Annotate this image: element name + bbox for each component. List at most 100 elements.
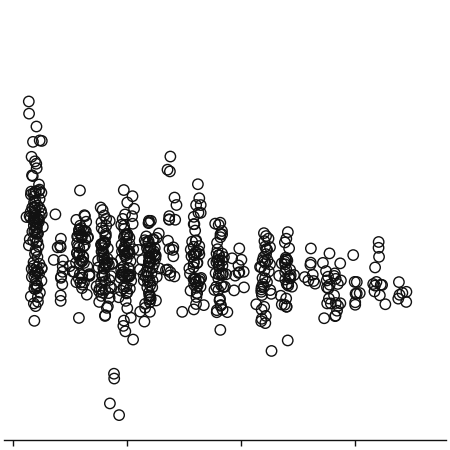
Point xyxy=(99,244,106,252)
Point xyxy=(98,248,105,255)
Point xyxy=(101,212,108,219)
Point xyxy=(34,230,41,237)
Point xyxy=(147,255,154,262)
Point xyxy=(261,267,268,274)
Point xyxy=(117,256,125,263)
Point xyxy=(403,298,410,306)
Point xyxy=(36,181,43,188)
Point xyxy=(166,216,173,223)
Point xyxy=(216,252,223,259)
Point xyxy=(265,235,272,242)
Point xyxy=(141,318,148,325)
Point xyxy=(120,234,127,241)
Point xyxy=(34,283,41,290)
Point xyxy=(148,251,155,258)
Point xyxy=(32,247,39,254)
Point xyxy=(258,286,265,293)
Point xyxy=(32,277,40,284)
Point xyxy=(310,278,317,285)
Point xyxy=(261,275,269,282)
Point xyxy=(192,227,199,234)
Point xyxy=(83,291,90,298)
Point xyxy=(32,204,39,212)
Point xyxy=(140,271,147,279)
Point xyxy=(287,272,294,279)
Point xyxy=(146,308,153,315)
Point xyxy=(145,219,153,226)
Point xyxy=(260,230,267,237)
Point xyxy=(26,212,33,220)
Point xyxy=(217,282,225,289)
Point xyxy=(31,273,38,280)
Point xyxy=(25,242,32,249)
Point xyxy=(190,264,197,271)
Point xyxy=(376,292,383,299)
Point xyxy=(102,233,109,240)
Point xyxy=(32,280,39,288)
Point xyxy=(99,271,106,279)
Point xyxy=(193,249,200,256)
Point xyxy=(33,239,40,246)
Point xyxy=(179,308,186,315)
Point xyxy=(59,263,66,270)
Point xyxy=(143,233,150,240)
Point xyxy=(34,267,41,274)
Point xyxy=(216,256,223,264)
Point xyxy=(145,239,152,246)
Point xyxy=(284,282,292,289)
Point xyxy=(102,230,109,238)
Point xyxy=(30,262,37,270)
Point xyxy=(121,245,128,252)
Point xyxy=(240,284,248,291)
Point xyxy=(337,260,344,267)
Point xyxy=(275,272,283,279)
Point xyxy=(80,227,87,234)
Point xyxy=(28,273,36,280)
Point xyxy=(167,153,174,160)
Point xyxy=(127,314,135,321)
Point xyxy=(267,287,274,294)
Point xyxy=(102,286,109,293)
Point xyxy=(130,246,137,253)
Point xyxy=(215,287,222,294)
Point xyxy=(257,318,265,325)
Point xyxy=(283,235,290,243)
Point xyxy=(36,187,43,194)
Point xyxy=(77,257,84,264)
Point xyxy=(30,237,37,244)
Point xyxy=(58,273,65,280)
Point xyxy=(197,283,204,290)
Point xyxy=(98,286,105,293)
Point xyxy=(333,307,341,314)
Point xyxy=(196,195,203,202)
Point xyxy=(76,260,83,267)
Point xyxy=(33,219,40,226)
Point xyxy=(126,265,133,272)
Point xyxy=(284,257,291,264)
Point xyxy=(33,248,40,255)
Point xyxy=(33,224,40,231)
Point xyxy=(59,268,66,275)
Point xyxy=(125,248,132,255)
Point xyxy=(325,285,332,292)
Point xyxy=(282,254,289,261)
Point xyxy=(137,308,144,315)
Point xyxy=(99,242,106,249)
Point xyxy=(59,256,67,264)
Point xyxy=(190,243,197,250)
Point xyxy=(126,273,133,280)
Point xyxy=(217,230,224,238)
Point xyxy=(186,270,194,278)
Point xyxy=(32,218,39,225)
Point xyxy=(144,284,151,291)
Point xyxy=(282,256,289,263)
Point xyxy=(96,285,103,292)
Point xyxy=(147,244,154,252)
Point xyxy=(220,284,227,291)
Point xyxy=(33,264,40,271)
Point xyxy=(50,256,58,264)
Point xyxy=(260,253,267,261)
Point xyxy=(126,240,133,247)
Point xyxy=(146,292,153,299)
Point xyxy=(146,259,153,266)
